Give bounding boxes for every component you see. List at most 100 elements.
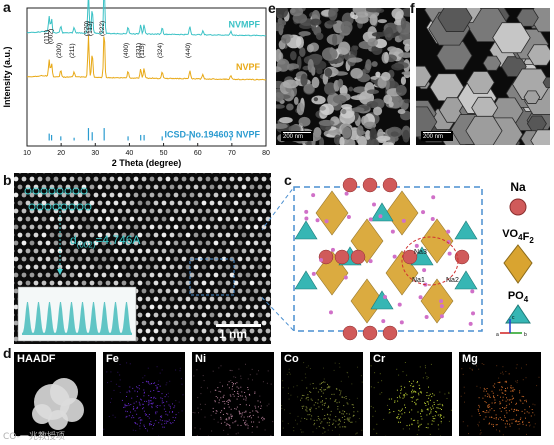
atom-column <box>113 264 119 270</box>
particle <box>289 8 304 17</box>
signal-dot <box>240 416 242 418</box>
signal-dot <box>128 404 130 406</box>
signal-dot <box>440 422 442 424</box>
signal-dot <box>478 404 480 406</box>
signal-dot <box>502 371 503 373</box>
signal-dot <box>125 416 127 418</box>
atom-column <box>33 280 39 286</box>
signal-dot <box>129 391 131 393</box>
signal-dot <box>161 400 163 402</box>
signal-dot <box>239 404 241 405</box>
signal-dot <box>227 384 229 386</box>
atom-column <box>149 192 155 198</box>
signal-dot <box>505 400 507 402</box>
atom-column <box>165 240 171 246</box>
atom-column <box>25 232 31 238</box>
signal-dot <box>419 424 421 426</box>
atom-column <box>185 328 191 334</box>
signal-dot <box>150 390 152 392</box>
signal-dot <box>307 399 309 401</box>
signal-dot <box>227 413 229 415</box>
signal-dot <box>196 369 198 371</box>
atom-column <box>201 312 207 318</box>
atom-column <box>165 192 171 198</box>
signal-dot <box>173 420 175 421</box>
signal-dot <box>313 424 315 426</box>
signal-dot <box>163 426 165 428</box>
signal-dot <box>538 376 540 378</box>
signal-dot <box>156 406 158 408</box>
signal-dot <box>334 401 336 402</box>
particle <box>377 135 391 142</box>
signal-dot <box>355 421 357 423</box>
signal-dot <box>132 429 134 431</box>
atom-column <box>89 264 95 270</box>
atom-column <box>29 224 35 230</box>
particle <box>339 136 345 145</box>
signal-dot <box>161 402 163 404</box>
signal-dot <box>236 398 238 400</box>
atom-column <box>61 256 67 262</box>
signal-dot <box>135 401 137 403</box>
signal-dot <box>487 404 489 406</box>
signal-dot <box>489 406 491 408</box>
atom-column <box>85 192 91 198</box>
atom-column <box>157 320 163 326</box>
signal-dot <box>197 407 199 409</box>
signal-dot <box>288 371 290 373</box>
signal-dot <box>303 395 305 396</box>
atom-column <box>145 264 151 270</box>
signal-dot <box>508 373 510 375</box>
signal-dot <box>422 410 424 412</box>
signal-dot <box>481 363 483 365</box>
signal-dot <box>327 407 329 409</box>
signal-dot <box>129 386 131 388</box>
signal-dot <box>166 401 168 403</box>
atom-column <box>45 192 51 198</box>
signal-dot <box>512 397 514 399</box>
signal-dot <box>282 427 284 429</box>
signal-dot <box>353 407 355 408</box>
eds-map-label: Mg <box>462 353 478 365</box>
signal-dot <box>217 421 219 423</box>
atom-column <box>153 264 159 270</box>
atom-column <box>201 328 207 334</box>
signal-dot <box>220 416 222 418</box>
signal-dot <box>492 424 494 426</box>
atom-column <box>69 192 75 198</box>
atom-column <box>245 192 251 198</box>
signal-dot <box>252 410 254 412</box>
signal-dot <box>325 398 327 400</box>
signal-dot <box>486 410 488 411</box>
signal-dot <box>425 427 427 428</box>
particle <box>350 67 363 79</box>
signal-dot <box>247 416 249 418</box>
atom-column <box>261 288 267 294</box>
signal-dot <box>210 391 212 393</box>
signal-dot <box>212 411 214 413</box>
particle <box>324 68 333 77</box>
atom-column <box>197 240 203 246</box>
signal-dot <box>240 375 242 377</box>
plot-frame <box>26 7 267 147</box>
signal-dot <box>142 382 144 383</box>
signal-dot <box>157 405 159 406</box>
signal-dot <box>498 377 500 379</box>
signal-dot <box>373 428 375 430</box>
signal-dot <box>113 389 115 391</box>
signal-dot <box>194 412 196 414</box>
atom-column <box>53 224 59 230</box>
signal-dot <box>262 416 264 418</box>
signal-dot <box>499 431 501 433</box>
signal-dot <box>337 408 339 410</box>
signal-dot <box>520 400 522 402</box>
f-atom <box>439 314 444 319</box>
signal-dot <box>200 386 202 388</box>
signal-dot <box>505 426 507 428</box>
atom-column <box>149 336 155 342</box>
signal-dot <box>518 420 520 422</box>
signal-dot <box>226 423 228 425</box>
signal-dot <box>500 402 502 404</box>
atom-column <box>245 256 251 262</box>
signal-dot <box>426 378 428 380</box>
